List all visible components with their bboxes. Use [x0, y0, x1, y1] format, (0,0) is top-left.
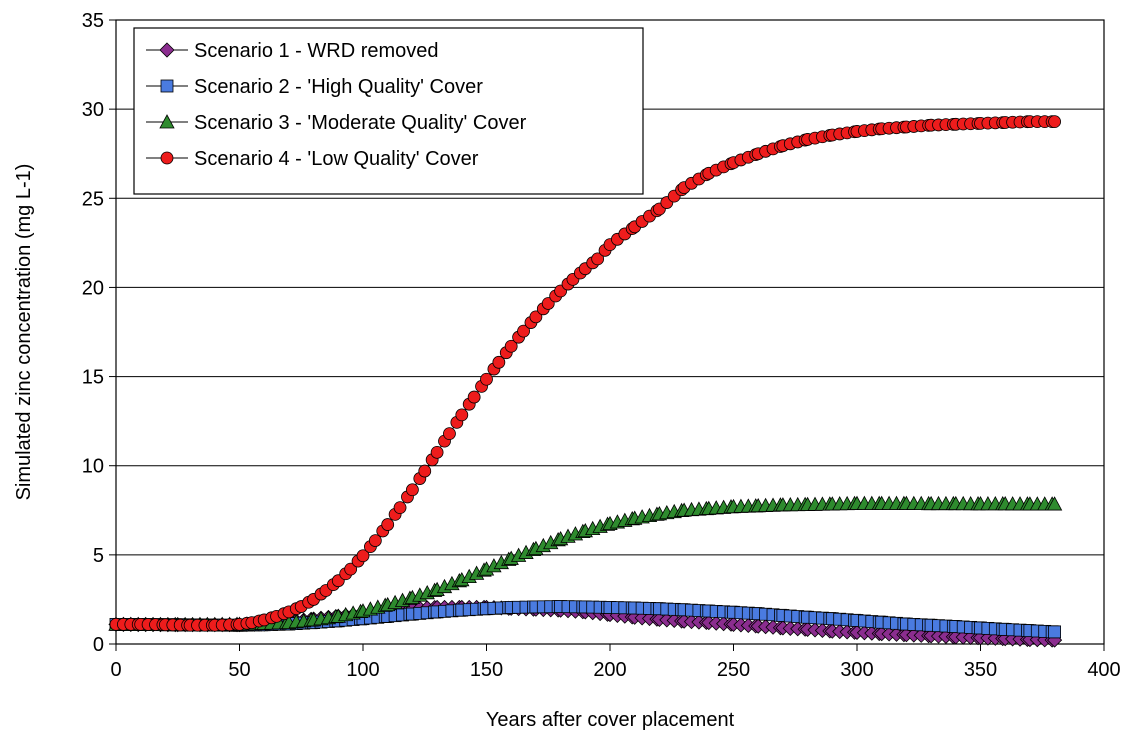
y-tick-label: 10 [82, 456, 104, 478]
x-tick-label: 0 [110, 659, 121, 681]
data-point [418, 464, 432, 478]
legend-label: Scenario 1 - WRD removed [194, 40, 439, 62]
data-point [430, 445, 444, 459]
y-axis-title: Simulated zinc concentration (mg L-1) [13, 164, 35, 501]
y-tick-label: 30 [82, 99, 104, 121]
data-point [393, 501, 407, 515]
data-point [443, 427, 456, 441]
data-point [1048, 625, 1061, 639]
x-tick-label: 200 [593, 659, 626, 681]
data-point [344, 562, 358, 576]
data-point [356, 549, 370, 563]
series-layer [108, 115, 1063, 648]
data-point [467, 390, 481, 404]
legend-marker [159, 42, 175, 58]
data-point [1046, 496, 1063, 511]
y-tick-label: 0 [93, 634, 104, 656]
legend-item-1: Scenario 1 - WRD removed [146, 40, 439, 62]
x-tick-label: 300 [840, 659, 873, 681]
legend-item-4: Scenario 4 - 'Low Quality' Cover [146, 148, 479, 170]
data-point [1048, 115, 1061, 129]
x-tick-label: 100 [346, 659, 379, 681]
x-tick-label: 150 [470, 659, 503, 681]
x-axis-title: Years after cover placement [486, 709, 735, 731]
series-4 [109, 115, 1061, 632]
x-tick-label: 350 [964, 659, 997, 681]
data-point [368, 534, 382, 547]
data-point [591, 252, 605, 266]
data-point [529, 310, 543, 324]
x-tick-label: 250 [717, 659, 750, 681]
y-tick-label: 20 [82, 277, 104, 299]
data-point [381, 518, 395, 531]
data-point [504, 339, 518, 353]
y-axis: 0 5 10 15 20 25 30 35 [82, 10, 116, 656]
y-tick-label: 35 [82, 10, 104, 32]
legend-box [133, 27, 644, 195]
data-point [405, 483, 419, 497]
legend-item-3: Scenario 3 - 'Moderate Quality' Cover [146, 112, 527, 134]
legend-item-2: Scenario 2 - 'High Quality' Cover [146, 76, 483, 98]
legend: Scenario 1 - WRD removed Scenario 2 - 'Hi… [133, 27, 644, 195]
y-tick-label: 25 [82, 188, 104, 210]
legend-marker [160, 151, 174, 165]
y-tick-label: 5 [93, 545, 104, 567]
data-point [517, 324, 530, 338]
data-point [492, 355, 506, 369]
data-point [455, 408, 469, 422]
x-tick-label: 400 [1087, 659, 1120, 681]
legend-label: Scenario 3 - 'Moderate Quality' Cover [194, 112, 527, 134]
legend-label: Scenario 2 - 'High Quality' Cover [194, 76, 483, 98]
legend-marker [160, 79, 174, 93]
x-axis: 0 50 100 150 200 250 300 350 400 [110, 644, 1121, 681]
legend-marker [159, 114, 175, 129]
data-point [480, 372, 493, 386]
y-tick-label: 15 [82, 367, 104, 389]
legend-label: Scenario 4 - 'Low Quality' Cover [194, 148, 479, 170]
x-tick-label: 50 [228, 659, 250, 681]
